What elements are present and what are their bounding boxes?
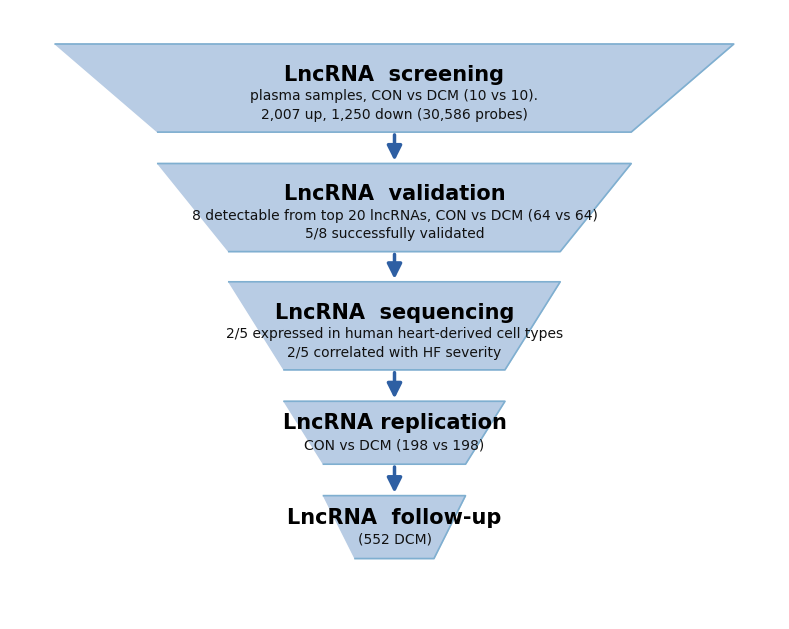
Text: LncRNA  screening: LncRNA screening bbox=[285, 65, 504, 85]
Text: 2/5 expressed in human heart-derived cell types
2/5 correlated with HF severity: 2/5 expressed in human heart-derived cel… bbox=[226, 327, 563, 360]
Polygon shape bbox=[323, 496, 466, 559]
Polygon shape bbox=[55, 44, 734, 132]
Text: LncRNA  sequencing: LncRNA sequencing bbox=[275, 303, 514, 323]
Text: (552 DCM): (552 DCM) bbox=[357, 533, 432, 547]
Text: plasma samples, CON vs DCM (10 vs 10).
2,007 up, 1,250 down (30,586 probes): plasma samples, CON vs DCM (10 vs 10). 2… bbox=[250, 89, 539, 122]
Polygon shape bbox=[284, 401, 505, 464]
Polygon shape bbox=[229, 282, 560, 370]
Text: CON vs DCM (198 vs 198): CON vs DCM (198 vs 198) bbox=[305, 438, 484, 452]
Text: LncRNA  follow-up: LncRNA follow-up bbox=[287, 508, 502, 528]
Polygon shape bbox=[158, 164, 631, 252]
Text: LncRNA  validation: LncRNA validation bbox=[284, 184, 505, 204]
Text: LncRNA replication: LncRNA replication bbox=[282, 413, 507, 433]
Text: 8 detectable from top 20 lncRNAs, CON vs DCM (64 vs 64)
5/8 successfully validat: 8 detectable from top 20 lncRNAs, CON vs… bbox=[192, 209, 597, 242]
